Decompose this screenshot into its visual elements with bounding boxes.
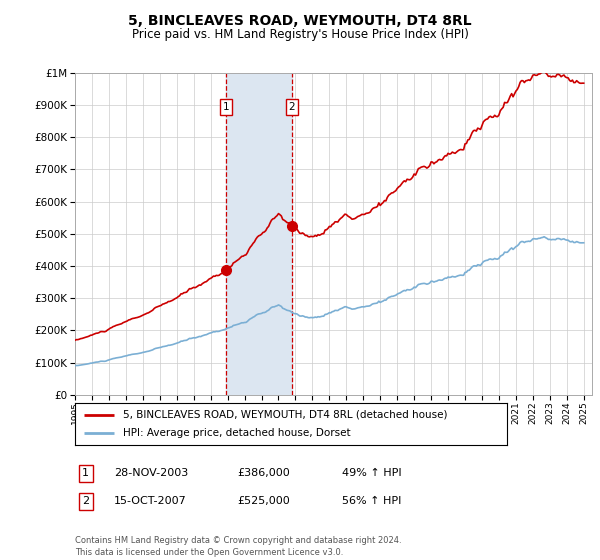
Text: 56% ↑ HPI: 56% ↑ HPI: [342, 496, 401, 506]
Text: 5, BINCLEAVES ROAD, WEYMOUTH, DT4 8RL: 5, BINCLEAVES ROAD, WEYMOUTH, DT4 8RL: [128, 14, 472, 28]
Text: 2: 2: [82, 496, 89, 506]
Bar: [226, 73, 292, 395]
Text: £525,000: £525,000: [237, 496, 290, 506]
Text: 15-OCT-2007: 15-OCT-2007: [114, 496, 187, 506]
Text: 28-NOV-2003: 28-NOV-2003: [114, 468, 188, 478]
Text: HPI: Average price, detached house, Dorset: HPI: Average price, detached house, Dors…: [122, 428, 350, 438]
Text: £386,000: £386,000: [237, 468, 290, 478]
Text: 49% ↑ HPI: 49% ↑ HPI: [342, 468, 401, 478]
Text: Price paid vs. HM Land Registry's House Price Index (HPI): Price paid vs. HM Land Registry's House …: [131, 28, 469, 41]
Text: 1: 1: [82, 468, 89, 478]
Text: Contains HM Land Registry data © Crown copyright and database right 2024.
This d: Contains HM Land Registry data © Crown c…: [75, 536, 401, 557]
Text: 2: 2: [289, 101, 295, 111]
Text: 5, BINCLEAVES ROAD, WEYMOUTH, DT4 8RL (detached house): 5, BINCLEAVES ROAD, WEYMOUTH, DT4 8RL (d…: [122, 410, 447, 420]
Text: 1: 1: [223, 101, 229, 111]
